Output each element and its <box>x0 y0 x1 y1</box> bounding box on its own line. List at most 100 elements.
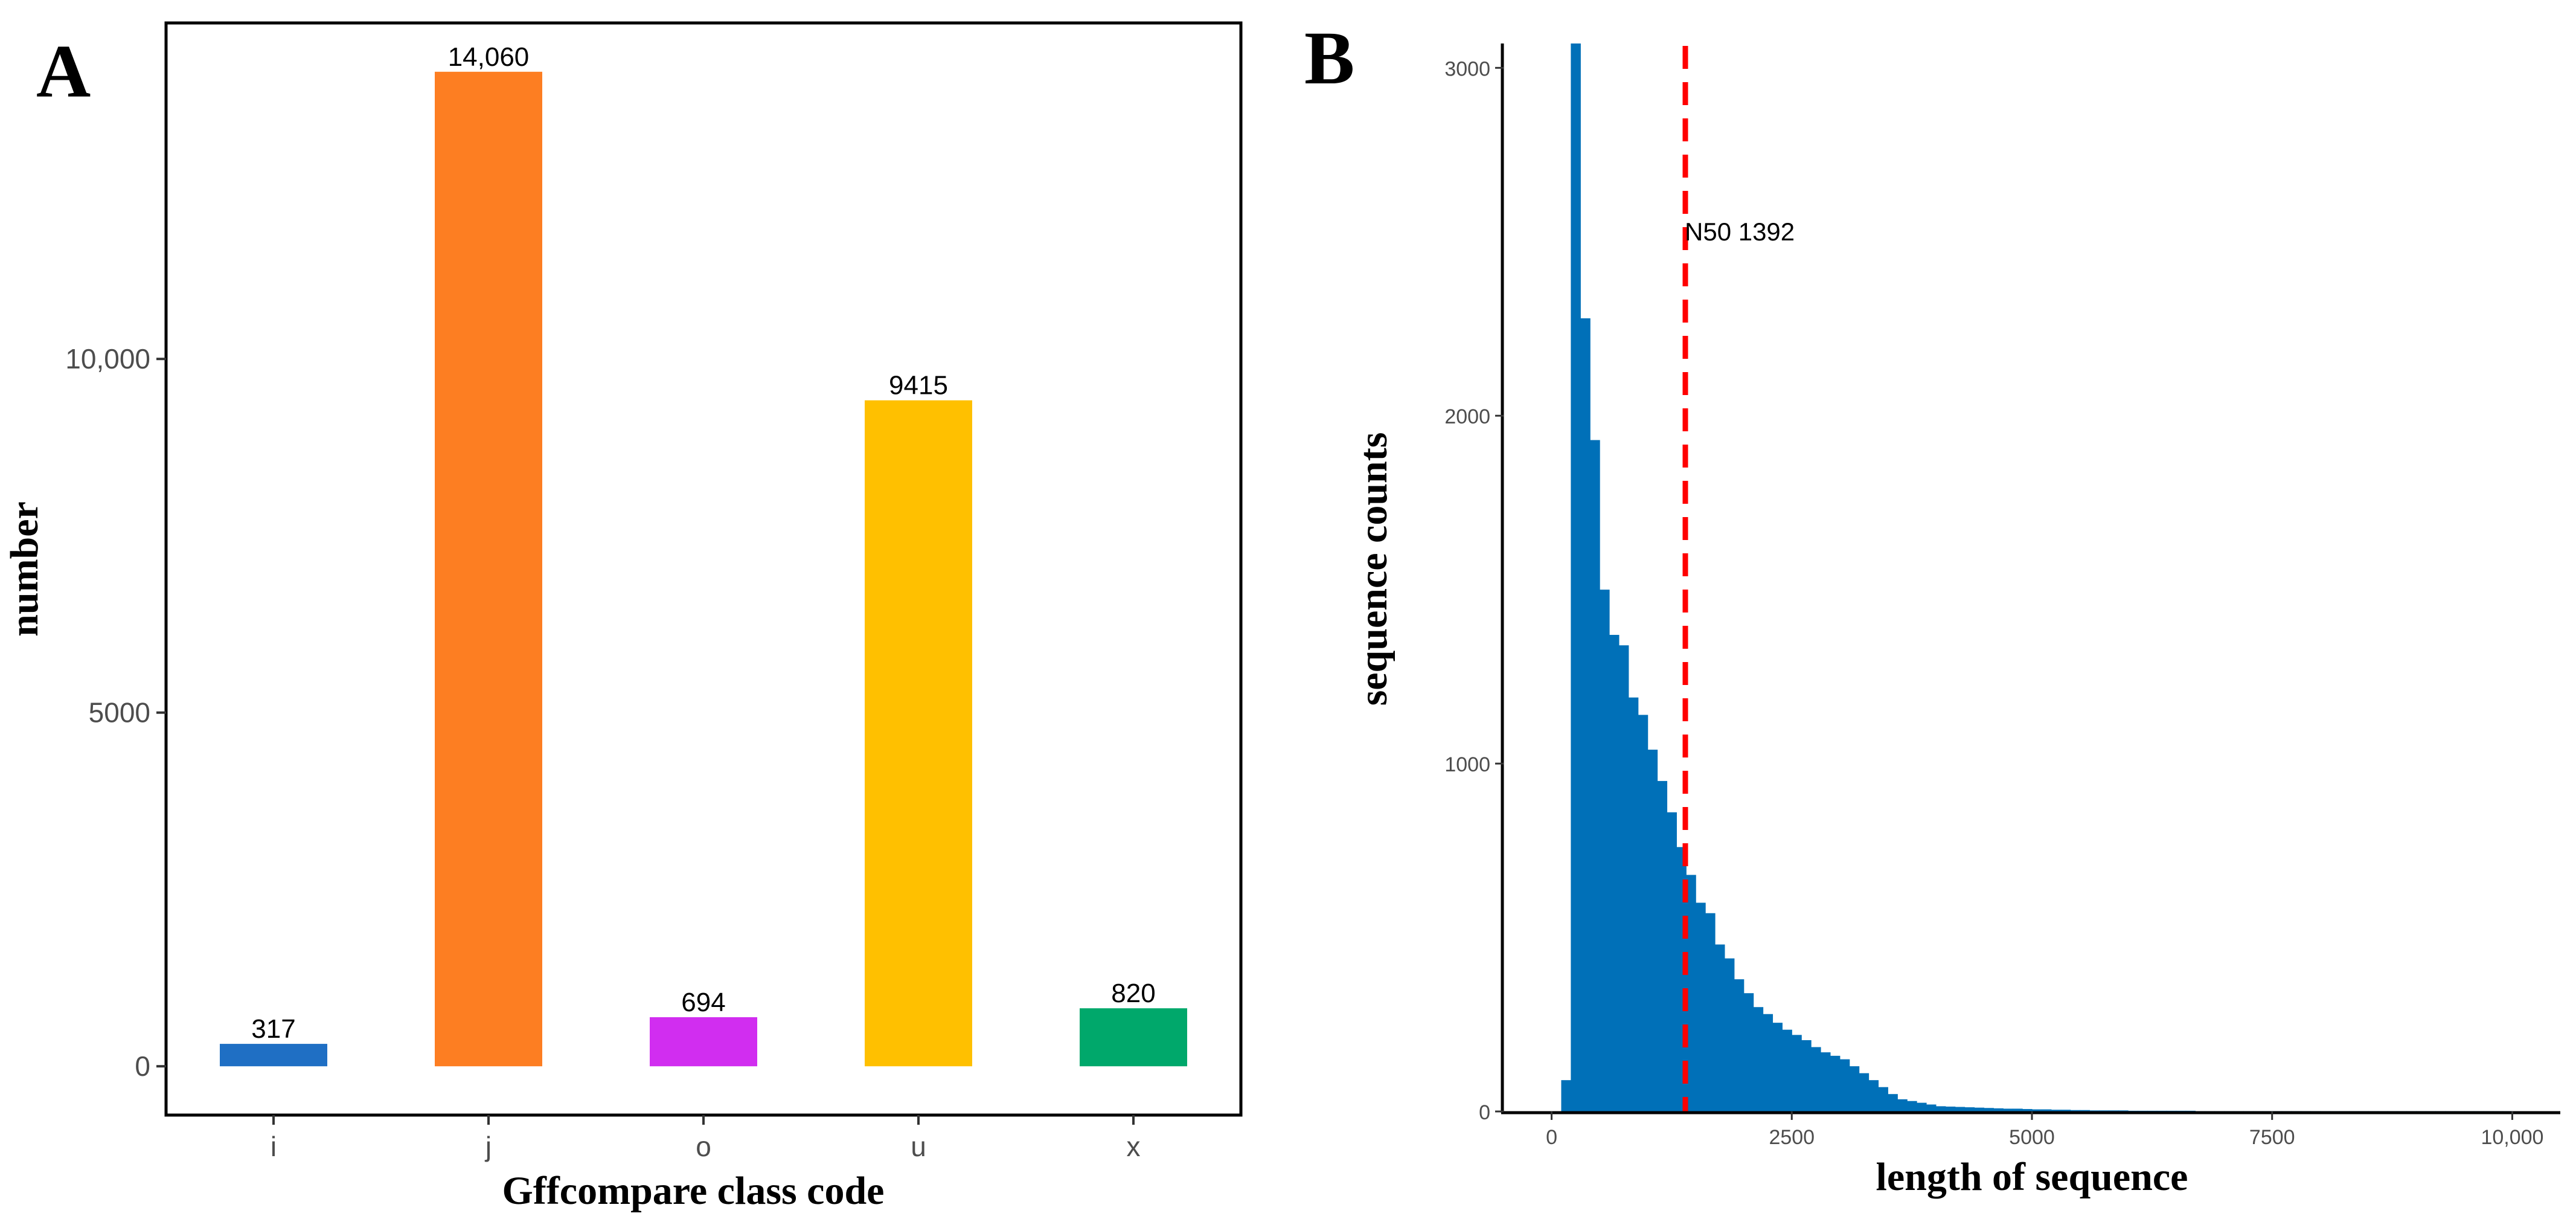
panel-a-y-axis: 0 5000 10,000 <box>65 343 166 1082</box>
x-tick-label-i: i <box>271 1131 277 1162</box>
bar-u <box>865 400 972 1067</box>
histogram-bin <box>2051 1110 2062 1111</box>
histogram-bin <box>1859 1073 1870 1111</box>
panel-a-y-axis-title: number <box>2 501 46 637</box>
histogram-bin <box>1571 43 1581 1111</box>
histogram-bin <box>1917 1102 1927 1111</box>
x-tick-label: 10,000 <box>2481 1126 2543 1149</box>
histogram-bin <box>2003 1108 2013 1111</box>
histogram-bin <box>1926 1104 1937 1111</box>
histogram-bin <box>2060 1110 2071 1111</box>
histogram-bin <box>2032 1109 2042 1111</box>
histogram-bin <box>2089 1110 2100 1111</box>
histogram-bin <box>1724 958 1735 1111</box>
histogram-bin <box>2080 1110 2091 1111</box>
y-tick-label: 10,000 <box>65 343 150 375</box>
y-tick-label: 5000 <box>89 697 150 728</box>
histogram-bin <box>1686 875 1696 1111</box>
x-tick-label-o: o <box>696 1131 711 1162</box>
histogram-bin <box>1830 1055 1841 1111</box>
histogram-bin <box>1638 715 1648 1111</box>
histogram-bin <box>1878 1087 1888 1111</box>
y-tick-label: 2000 <box>1444 405 1490 428</box>
histogram-bin <box>1772 1023 1783 1111</box>
histogram-bin <box>1734 979 1745 1111</box>
bar-value-label-j: 14,060 <box>448 42 530 72</box>
y-tick-label: 3000 <box>1444 57 1490 80</box>
histogram-bin <box>1715 944 1725 1111</box>
histogram-bin <box>1580 318 1591 1111</box>
histogram-bin <box>1984 1108 1994 1111</box>
histogram-bin <box>1763 1014 1773 1111</box>
histogram-bin <box>1821 1052 1831 1111</box>
histogram-bin <box>1849 1066 1860 1111</box>
histogram-bin <box>2070 1110 2081 1111</box>
x-tick-label-j: j <box>484 1131 492 1162</box>
histogram-bin <box>1839 1059 1850 1111</box>
histogram-bin <box>1600 590 1610 1111</box>
bar-value-label-u: 9415 <box>889 371 948 400</box>
x-tick-label: 5000 <box>2009 1126 2055 1149</box>
panel-b-y-axis: 0 1000 2000 3000 <box>1444 57 1504 1124</box>
panel-a-letter: A <box>36 30 91 114</box>
panel-b-histogram: B N50 1392 0 1000 2000 3000 0 2500 5000 7500 10… <box>1304 17 2560 1199</box>
histogram-bin <box>2041 1109 2052 1111</box>
y-tick-label: 0 <box>1479 1101 1490 1124</box>
histogram-bin <box>1955 1107 1966 1111</box>
histogram-bin <box>1609 635 1620 1111</box>
histogram-bin <box>2118 1110 2129 1111</box>
histogram-bin <box>2099 1110 2109 1111</box>
histogram-bin <box>1753 1007 1764 1111</box>
histogram-bin <box>1945 1106 1956 1111</box>
histogram-bin <box>1647 750 1658 1111</box>
histogram-bin <box>1792 1035 1802 1111</box>
histogram-bin <box>1705 913 1716 1111</box>
bar-value-label-o: 694 <box>681 988 725 1017</box>
panel-b-n50-label: N50 1392 <box>1685 217 1795 246</box>
bar-o <box>650 1017 757 1067</box>
histogram-bin <box>1667 812 1677 1111</box>
histogram-bin <box>1628 697 1639 1111</box>
bar-value-label-i: 317 <box>251 1014 295 1044</box>
histogram-bin <box>2013 1108 2023 1111</box>
histogram-bin <box>1590 440 1600 1111</box>
histogram-bin <box>2022 1108 2033 1111</box>
histogram-bin <box>1811 1047 1821 1111</box>
histogram-bin <box>1868 1080 1879 1111</box>
panel-b-x-axis: 0 2500 5000 7500 10,000 <box>1546 1111 2543 1149</box>
histogram-bin <box>1897 1099 1908 1111</box>
histogram-bin <box>1993 1108 2004 1111</box>
histogram-bin <box>1618 645 1629 1111</box>
histogram-bin <box>1964 1107 1975 1111</box>
x-tick-label: 0 <box>1546 1126 1557 1149</box>
y-tick-label: 1000 <box>1444 753 1490 776</box>
histogram-bin <box>1935 1106 1946 1111</box>
histogram-bin <box>1657 780 1668 1111</box>
histogram-bin <box>1561 1080 1571 1111</box>
x-tick-label-u: u <box>911 1131 926 1162</box>
histogram-bin <box>2109 1110 2119 1111</box>
bar-value-label-x: 820 <box>1111 979 1155 1008</box>
x-tick-label-x: x <box>1127 1131 1141 1162</box>
histogram-bin <box>1782 1029 1792 1111</box>
histogram-bin <box>1801 1040 1812 1111</box>
bar-i <box>220 1044 327 1067</box>
panel-a-bars: 317 14,060 694 9415 820 <box>220 42 1187 1067</box>
panel-b-bins <box>1561 43 2513 1111</box>
y-tick-label: 0 <box>135 1050 150 1082</box>
histogram-bin <box>1696 902 1706 1111</box>
bar-j <box>435 71 542 1067</box>
panel-b-letter: B <box>1304 17 1354 100</box>
panel-a-x-axis-title: Gffcompare class code <box>502 1169 885 1213</box>
histogram-bin <box>1888 1094 1898 1111</box>
x-tick-label: 2500 <box>1769 1126 1815 1149</box>
histogram-bin <box>1907 1101 1917 1111</box>
histogram-bin <box>1974 1107 1985 1111</box>
x-tick-label: 7500 <box>2249 1126 2295 1149</box>
bar-x <box>1080 1008 1187 1067</box>
histogram-bin <box>1743 993 1754 1111</box>
